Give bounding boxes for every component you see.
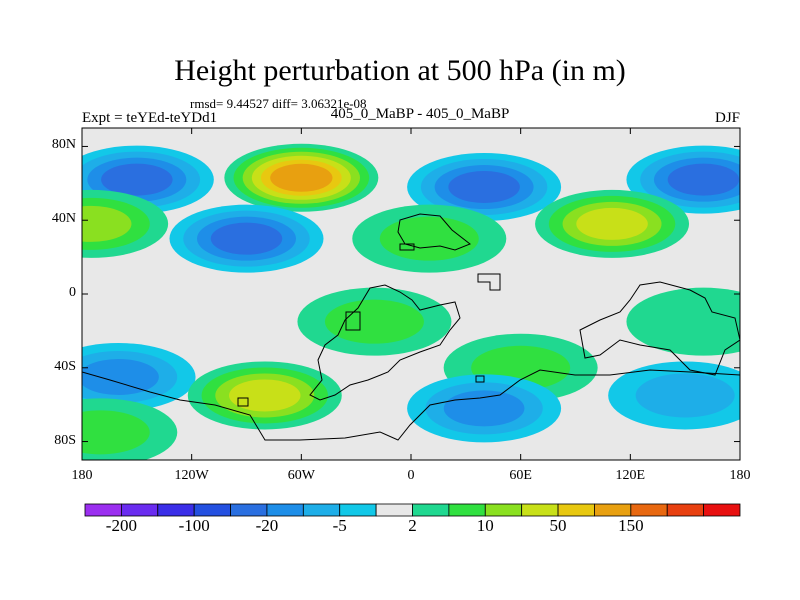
y-tick-label-4: 80S — [54, 432, 76, 448]
subtitle-label: 405_0_MaBP - 405_0_MaBP — [330, 106, 510, 122]
colorbar-label-6: 50 — [549, 516, 567, 535]
coastline-outlines — [82, 213, 740, 441]
x-tick-label-1: 120W — [174, 468, 209, 483]
anomaly-12-level-4 — [229, 379, 301, 412]
colorbar — [84, 503, 741, 517]
colorbar-label-1: -100 — [178, 516, 210, 535]
colorbar-swatch-11 — [484, 503, 523, 517]
colorbar-swatch-0 — [84, 503, 122, 517]
anomaly-13-level-3 — [443, 390, 525, 427]
contour-fields — [82, 143, 740, 460]
coastline-island-1 — [345, 311, 361, 331]
anomaly-3-level-4 — [667, 163, 740, 196]
colorbar-swatch-3 — [193, 503, 231, 517]
colorbar-swatch-6 — [302, 503, 341, 517]
colorbar-swatch-1 — [120, 503, 159, 517]
experiment-label: Expt = teYEd-teYDd1 — [82, 110, 218, 126]
colorbar-swatch-13 — [557, 503, 595, 517]
x-tick-label-6: 180 — [729, 468, 751, 483]
colorbar-swatch-15 — [630, 503, 668, 517]
colorbar-swatch-5 — [266, 503, 304, 517]
stats-text: rmsd= 9.44527 diff= 3.06321e-08 — [190, 96, 367, 111]
colorbar-swatch-2 — [157, 503, 195, 517]
anomaly-5-level-4 — [210, 222, 283, 255]
colorbar-swatch-4 — [230, 503, 268, 517]
axis-ticks — [81, 128, 741, 460]
coastline-africa — [309, 284, 461, 401]
colorbar-label-3: -5 — [332, 516, 347, 535]
anomaly-10-level-1 — [626, 287, 740, 356]
x-tick-label-2: 60W — [287, 468, 315, 483]
coastline-island-5 — [237, 397, 249, 407]
coastline-island-4 — [475, 375, 485, 383]
colorbar-swatch-10 — [448, 503, 486, 517]
colorbar-label-7: 150 — [618, 516, 644, 535]
anomaly-1-level-4 — [101, 163, 173, 196]
chart-title: Height perturbation at 500 hPa (in m) — [174, 54, 626, 87]
anomaly-4-level-3 — [82, 205, 132, 242]
x-tick-label-4: 60E — [509, 468, 532, 483]
colorbar-swatch-14 — [594, 503, 632, 517]
y-tick-label-2: 0 — [69, 285, 76, 300]
colorbar-swatch-7 — [339, 503, 377, 517]
colorbar-swatch-12 — [521, 503, 559, 517]
colorbar-label-5: 10 — [476, 516, 494, 535]
anomaly-11-level-3 — [82, 359, 159, 395]
colorbar-label-0: -200 — [105, 516, 137, 535]
colorbar-swatch-16 — [666, 503, 705, 517]
coastline-europe — [397, 213, 471, 251]
y-tick-label-0: 80N — [51, 137, 76, 153]
coastline-island-2 — [477, 273, 501, 291]
colorbar-label-2: -20 — [255, 516, 279, 535]
x-tick-label-0: 180 — [71, 468, 93, 483]
x-tick-label-5: 120E — [615, 468, 646, 483]
anomaly-2-level-4 — [448, 171, 520, 204]
coastline-asia — [579, 281, 740, 376]
x-tick-label-3: 0 — [407, 468, 415, 483]
coastline-island-3 — [399, 243, 415, 251]
colorbar-swatch-9 — [412, 503, 450, 517]
anomaly-15-level-2 — [82, 410, 150, 455]
colorbar-label-4: 2 — [408, 516, 417, 535]
y-tick-label-3: 40S — [54, 358, 76, 374]
anomaly-6-level-4 — [576, 207, 648, 240]
y-tick-label-1: 40N — [51, 211, 76, 227]
anomaly-0-level-6 — [270, 163, 333, 192]
anomaly-14-level-2 — [635, 373, 735, 418]
coastline-antarctica — [82, 369, 740, 441]
colorbar-swatch-8 — [375, 503, 413, 517]
colorbar-swatch-17 — [703, 503, 741, 517]
season-label: DJF — [714, 110, 740, 126]
anomaly-8-level-2 — [324, 299, 424, 344]
